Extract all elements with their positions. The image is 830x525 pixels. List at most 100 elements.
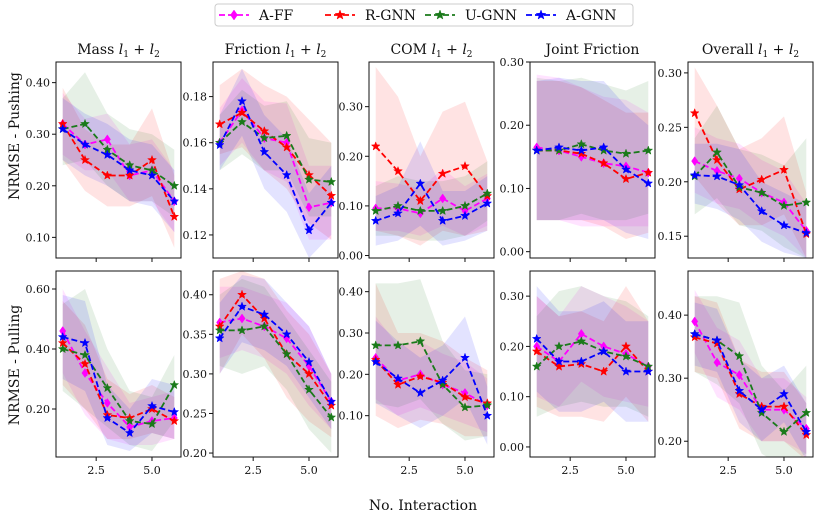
point-a-gnn-pushing-3-6 [482, 198, 493, 208]
panel-frame-pushing-1 [55, 61, 182, 259]
band-u-gnn-pulling-2 [219, 278, 332, 453]
point-r-gnn-pushing-3-3 [415, 195, 426, 206]
point-u-gnn-pushing-2-2 [237, 116, 247, 127]
point-a-gnn-pushing-4-3 [576, 145, 587, 155]
point-a-ff-pulling-5-3 [735, 370, 743, 380]
point-u-gnn-pushing-3-6 [482, 188, 493, 198]
point-u-gnn-pulling-3-3 [415, 336, 426, 346]
point-r-gnn-pulling-1-6 [169, 415, 180, 426]
y-tick-label-pulling-3-1: 0.10 [339, 410, 364, 423]
band-a-ff-pulling-3 [375, 316, 488, 433]
band-a-gnn-pulling-3 [375, 316, 488, 445]
y-tick-label-pushing-2-1: 0.12 [183, 229, 208, 242]
point-r-gnn-pushing-1-5 [147, 154, 157, 165]
y-tick-label-pushing-4-2: 0.10 [500, 182, 525, 195]
panel-frame-pulling-1 [55, 270, 182, 458]
series-line-a-ff-pulling-2 [219, 317, 333, 403]
series-line-r-gnn-pulling-3 [375, 359, 488, 405]
point-a-gnn-pushing-5-1 [689, 169, 700, 180]
point-u-gnn-pushing-4-2 [554, 145, 564, 155]
band-a-ff-pulling-2 [219, 286, 332, 430]
band-a-ff-pushing-4 [536, 74, 649, 227]
point-u-gnn-pulling-5-3 [734, 350, 745, 361]
band-r-gnn-pulling-3 [375, 283, 488, 437]
point-r-gnn-pushing-1-6 [169, 211, 180, 221]
point-a-gnn-pulling-4-6 [643, 366, 654, 376]
point-u-gnn-pushing-2-5 [304, 174, 314, 184]
band-r-gnn-pushing-1 [62, 87, 175, 248]
y-tick-label-pulling-2-4: 0.35 [183, 328, 208, 341]
point-u-gnn-pulling-5-5 [779, 426, 789, 436]
point-u-gnn-pulling-2-1 [214, 325, 225, 335]
point-r-gnn-pushing-3-4 [437, 168, 448, 178]
point-a-gnn-pulling-5-5 [779, 388, 789, 399]
point-u-gnn-pushing-4-4 [598, 145, 609, 155]
point-a-ff-pulling-1-3 [103, 398, 111, 408]
point-a-gnn-pulling-3-2 [393, 373, 403, 383]
y-tick-label-pulling-5-1: 0.20 [658, 435, 683, 448]
legend-marker-r-gnn [334, 9, 346, 20]
band-a-gnn-pulling-4 [536, 286, 649, 422]
point-a-gnn-pushing-4-6 [643, 178, 654, 188]
band-u-gnn-pushing-5 [694, 105, 807, 258]
point-u-gnn-pulling-2-3 [259, 321, 270, 331]
point-a-gnn-pushing-1-2 [80, 139, 90, 149]
point-a-gnn-pushing-2-3 [259, 146, 270, 157]
point-r-gnn-pushing-2-1 [214, 119, 225, 129]
panel-pushing-4: 0.00 0.10 0.20 0.30 Joint Friction [500, 42, 656, 262]
series-line-a-ff-pushing-3 [375, 197, 488, 215]
series-line-a-ff-pulling-5 [693, 320, 807, 430]
point-a-gnn-pulling-2-5 [304, 356, 314, 367]
y-tick-label-pulling-3-2: 0.20 [339, 368, 364, 381]
panel-title-pushing-2: Friction l1 + l2 [225, 42, 327, 60]
band-a-gnn-pushing-3 [375, 141, 488, 246]
band-a-ff-pulling-5 [694, 289, 807, 454]
point-r-gnn-pulling-3-2 [393, 379, 403, 389]
band-a-ff-pushing-5 [694, 127, 807, 258]
point-u-gnn-pushing-2-3 [259, 132, 270, 143]
x-tick-label-pulling-3-2: 5.0 [456, 464, 474, 477]
point-a-gnn-pulling-1-6 [169, 406, 180, 417]
point-a-ff-pulling-1-2 [81, 368, 89, 378]
y-tick-label-pushing-5-1: 0.15 [658, 230, 683, 243]
panel-frame-pushing-2 [212, 61, 339, 259]
legend-entry-a-ff: A-FF [219, 8, 294, 24]
point-a-gnn-pushing-4-1 [531, 145, 542, 155]
point-r-gnn-pulling-5-5 [779, 401, 789, 411]
series-line-a-gnn-pushing-1 [62, 128, 175, 202]
band-u-gnn-pushing-2 [219, 89, 332, 217]
point-r-gnn-pulling-4-1 [531, 346, 542, 356]
point-a-gnn-pulling-3-6 [482, 410, 493, 420]
series-line-r-gnn-pulling-2 [218, 293, 333, 407]
series-line-a-ff-pulling-1 [61, 330, 175, 429]
point-a-gnn-pushing-1-1 [57, 123, 68, 134]
y-tick-label-pulling-2-3: 0.30 [183, 368, 208, 381]
point-a-ff-pulling-5-2 [713, 357, 721, 368]
series-line-u-gnn-pushing-4 [536, 143, 649, 155]
band-r-gnn-pulling-4 [536, 286, 649, 422]
point-r-gnn-pushing-3-1 [370, 141, 381, 151]
x-tick-label-pulling-1-2: 5.0 [143, 464, 161, 477]
point-a-gnn-pushing-5-2 [712, 171, 722, 181]
y-tick-label-pushing-2-3: 0.16 [183, 137, 208, 150]
point-u-gnn-pulling-2-4 [281, 348, 292, 359]
point-a-gnn-pulling-4-2 [554, 356, 564, 366]
point-a-gnn-pulling-1-5 [147, 400, 157, 411]
panel-title-pushing-1: Mass l1 + l2 [77, 42, 160, 60]
band-u-gnn-pulling-5 [694, 296, 807, 457]
point-a-gnn-pushing-3-3 [415, 178, 426, 188]
point-r-gnn-pushing-2-4 [281, 142, 292, 152]
y-tick-label-pushing-3-1: 0.00 [339, 250, 364, 263]
point-r-gnn-pushing-5-1 [689, 107, 700, 118]
legend-frame [214, 3, 634, 27]
point-u-gnn-pulling-3-2 [393, 340, 403, 350]
legend-entry-r-gnn: R-GNN [325, 8, 416, 24]
x-tick-label-pulling-1-1: 2.5 [87, 464, 105, 477]
point-a-gnn-pushing-1-3 [102, 149, 113, 160]
point-u-gnn-pulling-1-6 [169, 379, 180, 390]
point-a-gnn-pulling-1-4 [124, 427, 135, 438]
legend-label-u-gnn: U-GNN [465, 8, 517, 24]
y-tick-label-pushing-1-3: 0.30 [26, 128, 51, 141]
panel-pushing-3: 0.00 0.10 0.20 0.30 COM l1 + l2 [339, 42, 495, 263]
